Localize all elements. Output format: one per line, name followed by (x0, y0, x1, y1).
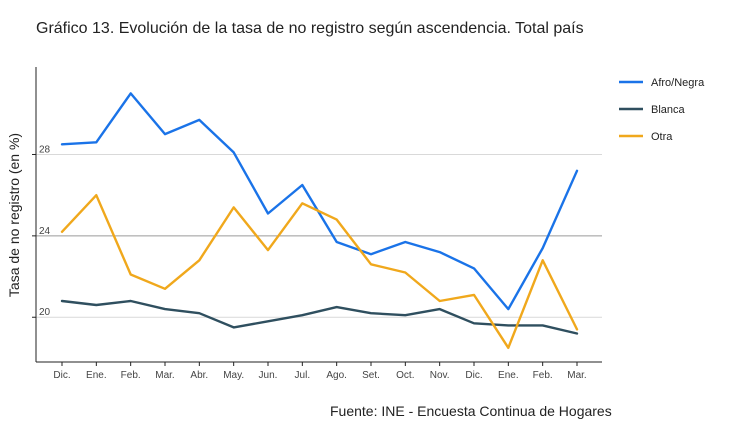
legend-label: Afro/Negra (651, 77, 705, 89)
series-line-otra (60, 193, 579, 349)
y-tick-label: 20 (39, 307, 51, 318)
x-tick-label: Set. (362, 370, 380, 381)
x-tick-label: May. (223, 370, 244, 381)
x-tick-label: Nov. (430, 370, 450, 381)
x-tick-label: Abr. (190, 370, 208, 381)
legend-label: Blanca (651, 104, 686, 116)
x-tick-label: Ago. (326, 370, 347, 381)
x-tick-label: Feb. (533, 370, 553, 381)
legend: Afro/Negra Blanca Otra (619, 77, 705, 143)
gridlines (36, 153, 602, 318)
y-tick-label: 24 (39, 226, 51, 237)
x-ticks: Dic. Ene. Feb. Mar. Abr. May. Jun. Jul. Ago. Set.… (53, 362, 587, 381)
source-note: Fuente: INE - Encuesta Continua de Hogar… (330, 403, 612, 419)
x-tick-label: Ene. (86, 370, 107, 381)
x-tick-label: Ene. (498, 370, 519, 381)
series-line-afro-negra (60, 92, 579, 311)
legend-label: Otra (651, 131, 673, 143)
x-tick-label: Mar. (155, 370, 174, 381)
y-axis-label: Tasa de no registro (en %) (6, 133, 22, 297)
x-tick-label: Mar. (567, 370, 586, 381)
y-tick-label: 28 (39, 144, 51, 155)
x-tick-label: Feb. (121, 370, 141, 381)
series-line-blanca (60, 299, 579, 335)
chart-title: Gráfico 13. Evolución de la tasa de no r… (36, 20, 584, 37)
y-ticks: 20 24 28 (32, 144, 51, 318)
series-lines (60, 92, 579, 349)
x-tick-label: Dic. (53, 370, 70, 381)
x-tick-label: Jul. (295, 370, 311, 381)
x-tick-label: Jun. (259, 370, 278, 381)
x-tick-label: Oct. (396, 370, 414, 381)
x-tick-label: Dic. (465, 370, 482, 381)
